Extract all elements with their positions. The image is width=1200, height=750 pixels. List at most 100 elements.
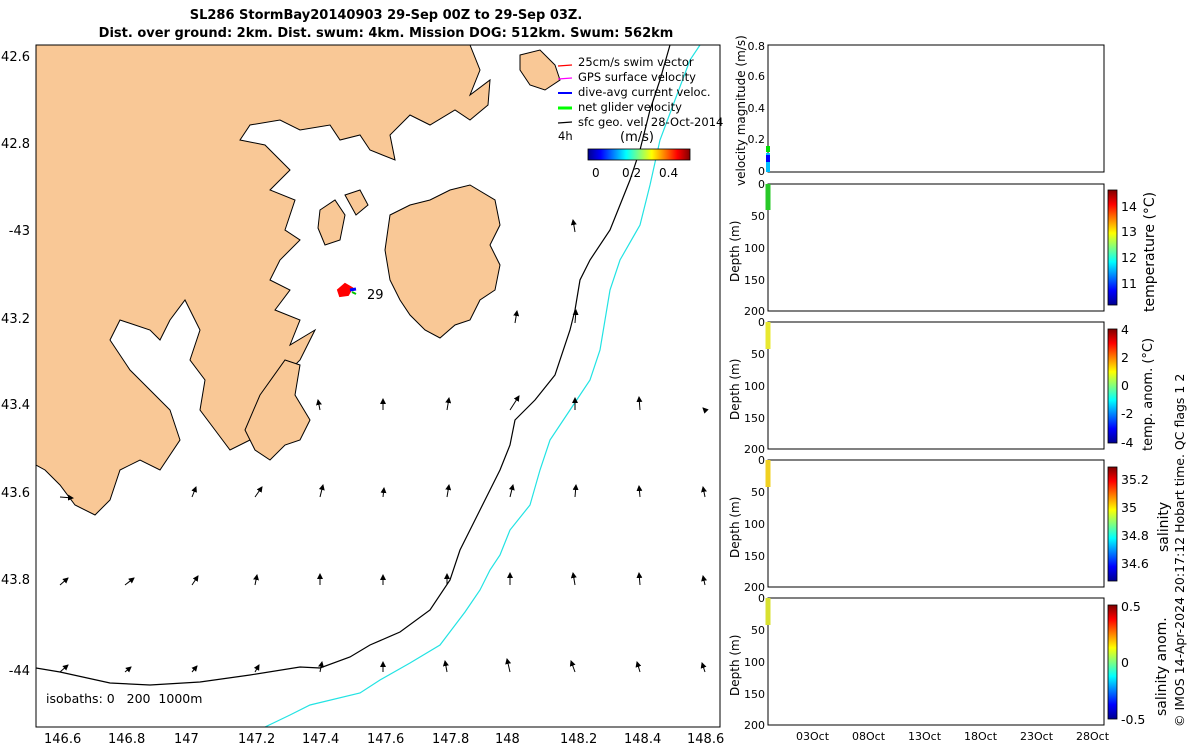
depth-ytick: 50 bbox=[751, 348, 765, 361]
velocity-ylabel: velocity magnitude (m/s) bbox=[734, 35, 748, 186]
sal-anom-cb-tick: 0.5 bbox=[1121, 599, 1141, 614]
track-label: 29 bbox=[367, 288, 384, 303]
temp-anom-cb-tick: 4 bbox=[1121, 322, 1129, 337]
land-mainland bbox=[36, 45, 491, 516]
depth-label-sal-anom: Depth (m) bbox=[728, 634, 742, 696]
lon-tick-label: 147.8 bbox=[432, 732, 470, 747]
depth-ytick: 100 bbox=[744, 518, 765, 531]
colorbar-tick-0: 0 bbox=[592, 166, 600, 180]
depth-ytick: 100 bbox=[744, 242, 765, 255]
lat-tick-label: -44 bbox=[8, 664, 30, 679]
legend-item-swim: 25cm/s swim vector bbox=[578, 55, 694, 69]
land-islet bbox=[317, 199, 346, 246]
glider-track bbox=[336, 282, 357, 298]
lon-tick-label: 147.2 bbox=[238, 732, 276, 747]
salinity-cb-tick: 35 bbox=[1121, 500, 1137, 515]
temperature-cb-tick: 11 bbox=[1121, 276, 1137, 291]
depth-ytick: 0 bbox=[758, 592, 765, 605]
land-island-north bbox=[519, 49, 561, 91]
depth-ytick: 200 bbox=[744, 581, 765, 594]
lat-tick-label: -43 bbox=[8, 224, 30, 239]
lon-tick-label: 146.6 bbox=[44, 732, 82, 747]
temp-anom-cb-tick: 2 bbox=[1121, 350, 1129, 365]
depth-ytick: 100 bbox=[744, 656, 765, 669]
map-colorbar bbox=[587, 148, 691, 161]
depth-ytick: 0 bbox=[758, 178, 765, 191]
depth-ytick: 100 bbox=[744, 380, 765, 393]
lon-tick-label: 147.4 bbox=[302, 732, 340, 747]
legend-item-dive-avg: dive-avg current veloc. bbox=[578, 85, 711, 99]
map-frame bbox=[35, 44, 721, 728]
temp-anom-cb-tick: -4 bbox=[1121, 435, 1134, 450]
temp-anom-cb-label: temp. anom. (°C) bbox=[1141, 337, 1156, 451]
lon-tick-label: 147.6 bbox=[367, 732, 405, 747]
date-xtick: 23Oct bbox=[1020, 730, 1054, 743]
date-xtick: 28Oct bbox=[1076, 730, 1110, 743]
depth-ytick: 50 bbox=[751, 486, 765, 499]
colorbar-tick-2: 0.4 bbox=[659, 166, 679, 180]
legend-arrows bbox=[557, 64, 573, 124]
temperature-cb-tick: 13 bbox=[1121, 224, 1137, 239]
lat-tick-label: 43.2 bbox=[1, 312, 30, 327]
isobath-200m bbox=[36, 45, 671, 686]
date-xtick: 18Oct bbox=[964, 730, 998, 743]
depth-ytick: 0 bbox=[758, 454, 765, 467]
land-forestier bbox=[384, 184, 501, 339]
salinity-cb-tick: 34.8 bbox=[1121, 528, 1149, 543]
lon-tick-label: 148.6 bbox=[687, 732, 725, 747]
depth-label-temp-anom: Depth (m) bbox=[728, 358, 742, 420]
chart-title-line1: SL286 StormBay20140903 29-Sep 00Z to 29-… bbox=[189, 8, 583, 23]
velocity-ytick: 0 bbox=[758, 165, 765, 178]
legend-item-gps: GPS surface velocity bbox=[578, 70, 696, 84]
depth-label-salinity: Depth (m) bbox=[728, 496, 742, 558]
sal-anom-cb-tick: 0 bbox=[1121, 655, 1129, 670]
isobath-1000m bbox=[264, 45, 701, 727]
temperature-cb-tick: 12 bbox=[1121, 250, 1137, 265]
chart-title-line2: Dist. over ground: 2km. Dist. swum: 4km.… bbox=[98, 26, 674, 41]
lon-tick-label: 148 bbox=[495, 732, 520, 747]
legend-item-sfc-geo: sfc geo. vel. 28-Oct-2014 bbox=[578, 115, 724, 129]
velocity-ytick: 0.2 bbox=[747, 133, 766, 146]
lon-tick-label: 148.4 bbox=[624, 732, 662, 747]
depth-ytick: 150 bbox=[744, 412, 765, 425]
lat-tick-label: 42.8 bbox=[1, 137, 30, 152]
temp-anom-cb-tick: -2 bbox=[1121, 406, 1134, 421]
depth-ytick: 150 bbox=[744, 550, 765, 563]
depth-ytick: 200 bbox=[744, 719, 765, 732]
depth-ytick: 50 bbox=[751, 624, 765, 637]
lat-tick-label: 43.4 bbox=[1, 398, 30, 413]
depth-ytick: 150 bbox=[744, 274, 765, 287]
date-xtick: 08Oct bbox=[852, 730, 886, 743]
depth-ytick: 0 bbox=[758, 316, 765, 329]
legend-extra-4h: 4h bbox=[558, 129, 573, 143]
velocity-ytick: 0.6 bbox=[747, 70, 766, 83]
colorbar-tick-1: 0.2 bbox=[622, 166, 642, 180]
velocity-ytick: 0.8 bbox=[747, 40, 766, 53]
lat-tick-label: 42.6 bbox=[1, 50, 30, 65]
lon-tick-label: 148.2 bbox=[560, 732, 598, 747]
depth-ytick: 200 bbox=[744, 443, 765, 456]
depth-ytick: 200 bbox=[744, 305, 765, 318]
depth-ytick: 50 bbox=[751, 210, 765, 223]
salinity-cb-label: salinity bbox=[1156, 501, 1172, 552]
temp-anom-cb-tick: 0 bbox=[1121, 378, 1129, 393]
salinity-cb-tick: 35.2 bbox=[1121, 472, 1149, 487]
lat-tick-label: 43.6 bbox=[1, 486, 30, 501]
sal-anom-cb-label: salinity anom. bbox=[1154, 617, 1170, 716]
isobaths-legend: isobaths: 0 200 1000m bbox=[46, 691, 203, 706]
lon-tick-label: 147 bbox=[174, 732, 199, 747]
temperature-cb-label: temperature (°C) bbox=[1142, 191, 1158, 312]
depth-ytick: 150 bbox=[744, 688, 765, 701]
lon-tick-label: 146.8 bbox=[108, 732, 146, 747]
colorbar-label: (m/s) bbox=[620, 130, 654, 145]
date-xtick: 13Oct bbox=[908, 730, 942, 743]
date-xtick: 03Oct bbox=[796, 730, 830, 743]
lat-tick-label: 43.8 bbox=[1, 573, 30, 588]
velocity-ytick: 0.4 bbox=[747, 102, 766, 115]
land-tasman-peninsula bbox=[244, 359, 311, 461]
salinity-cb-tick: 34.6 bbox=[1121, 556, 1149, 571]
sal-anom-cb-tick: -0.5 bbox=[1121, 712, 1146, 727]
footer-credit: © IMOS 14-Apr-2024 20:17:12 Hobart time.… bbox=[1172, 373, 1187, 727]
land-islet-2 bbox=[344, 189, 369, 216]
